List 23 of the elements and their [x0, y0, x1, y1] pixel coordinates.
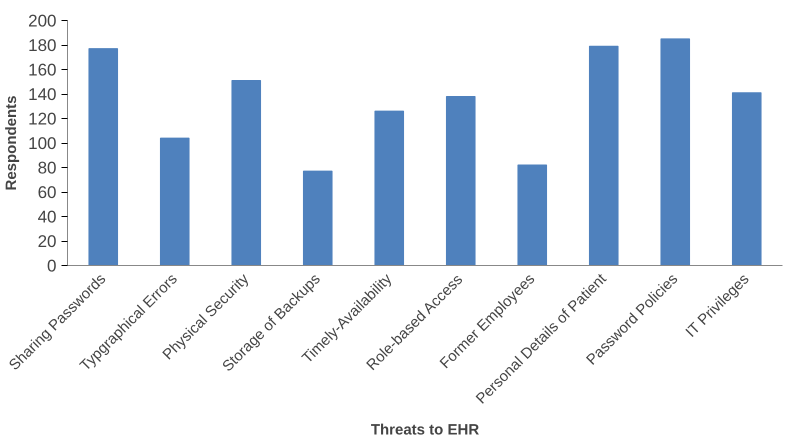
y-tick-label: 100 — [28, 134, 57, 153]
y-tick-label: 140 — [28, 85, 57, 104]
bar — [660, 38, 690, 266]
bar — [446, 96, 476, 266]
y-tick-label: 160 — [28, 60, 57, 80]
y-tick-label: 120 — [28, 110, 57, 128]
bar — [588, 46, 619, 266]
bar — [88, 48, 118, 266]
y-tick-label: 80 — [38, 158, 57, 178]
y-tick-label: 0 — [47, 256, 57, 276]
x-axis-title: Threats to EHR — [370, 422, 480, 439]
y-tick-label: 40 — [38, 208, 57, 226]
y-axis-title: Respondents — [3, 95, 20, 191]
y-tick-label: 200 — [28, 12, 57, 30]
bar — [231, 80, 262, 266]
bar — [160, 138, 190, 266]
bar — [302, 170, 333, 266]
bar — [374, 110, 404, 266]
y-tick-label: 20 — [38, 232, 57, 251]
bar — [732, 92, 762, 266]
y-tick-label: 180 — [28, 36, 57, 55]
y-tick-label: 60 — [38, 183, 57, 202]
bar — [517, 164, 548, 266]
